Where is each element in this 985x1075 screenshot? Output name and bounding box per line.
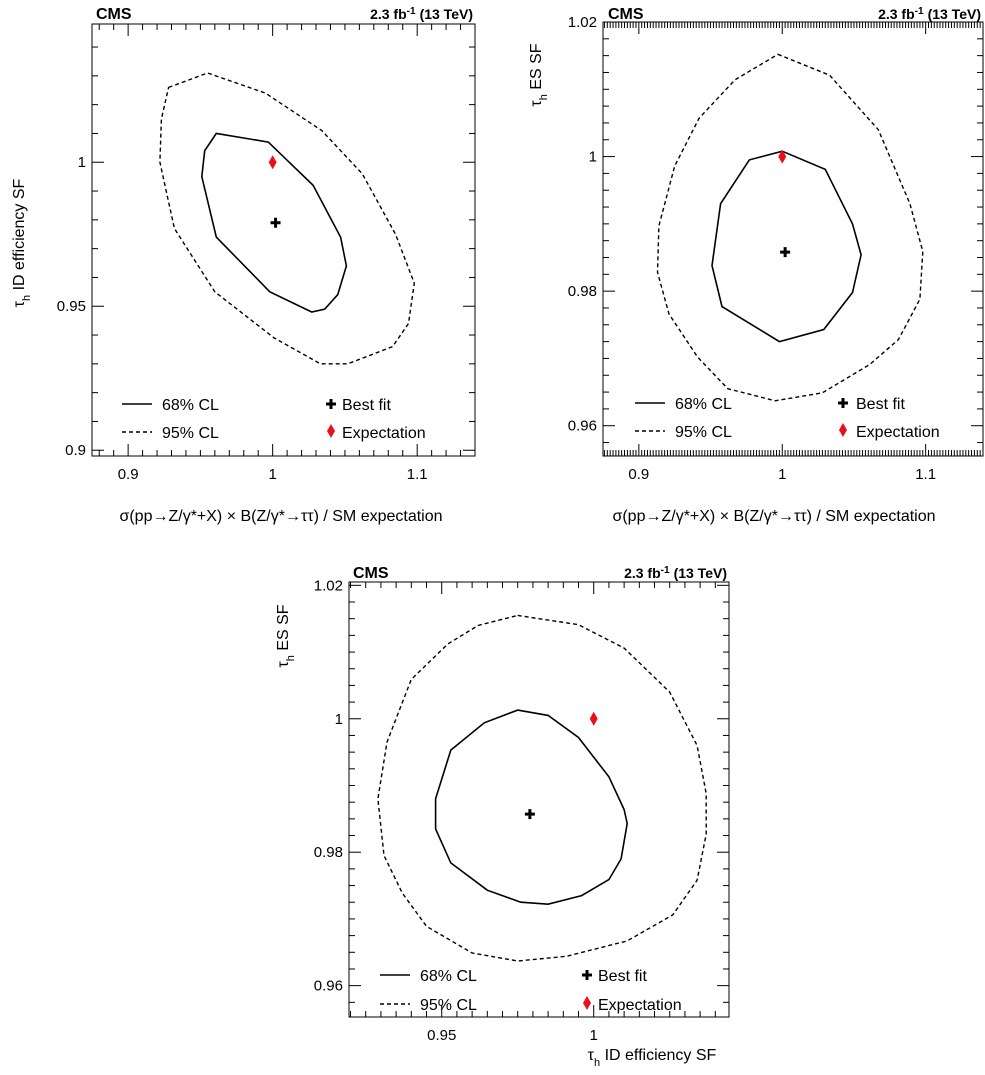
panel-2-x-axis-label: σ(pp→Z/γ*+X) × B(Z/γ*→ττ) / SM expectati… (612, 508, 935, 525)
panel-2-lumi-label: 2.3 fb-1 (13 TeV) (878, 6, 981, 23)
panel-1-frame (91, 23, 476, 457)
panel-2-y-tick-label: 0.96 (568, 418, 597, 435)
panel-3-x-axis-label: τh ID efficiency SF (588, 1047, 717, 1069)
panel-1-plot (159, 72, 416, 365)
panel-2-best-fit-marker (780, 247, 791, 258)
panel-3-legend-exp-label: Expectation (598, 997, 682, 1014)
panel-1-best-fit-marker (270, 217, 281, 228)
panel-2-legend-exp-label: Expectation (856, 424, 940, 441)
panel-1-x-axis-label: σ(pp→Z/γ*+X) × B(Z/γ*→ττ) / SM expectati… (119, 508, 442, 525)
panel-3-y-tick-label: 1 (335, 711, 343, 728)
panel-3: 0.95 1 0.96 0.98 1 1.02 CMS 2.3 fb-1 (13 TeV)… (275, 565, 730, 1069)
panel-2-x-tick-label: 1 (778, 466, 786, 483)
panel-3-plot (377, 614, 707, 962)
panel-2-cms-label: CMS (608, 6, 644, 23)
panel-2-contour-68 (711, 150, 862, 343)
panel-1-cms-label: CMS (96, 6, 132, 23)
panel-1-expectation-marker (268, 155, 277, 170)
panel-3-legend-68-label: 68% CL (420, 968, 477, 985)
panel-3-legend-95-label: 95% CL (420, 997, 477, 1014)
panel-3-lumi-label: 2.3 fb-1 (13 TeV) (624, 565, 727, 582)
panel-2-legend-best-label: Best fit (856, 396, 905, 413)
panel-1-legend-exp-label: Expectation (342, 425, 426, 442)
panel-3-xticks: 0.95 1 (350, 582, 716, 1044)
panel-3-x-tick-label: 0.95 (427, 1027, 456, 1044)
panel-3-contour-95 (377, 614, 707, 962)
panel-2-yticks: 0.96 0.98 1 1.02 (568, 14, 983, 444)
panel-1-contour-68 (200, 132, 348, 313)
panel-3-yticks: 0.96 0.98 1 1.02 (314, 577, 729, 1003)
panel-1-y-tick-label: 0.9 (65, 442, 86, 459)
panel-2-plot (656, 53, 924, 402)
panel-2-legend-95-label: 95% CL (675, 424, 732, 441)
panel-1-y-tick-label: 1 (78, 154, 86, 171)
panel-2-y-tick-label: 1 (589, 149, 597, 166)
panel-1-lumi-label: 2.3 fb-1 (13 TeV) (370, 6, 473, 23)
panel-3-best-fit-marker (524, 809, 535, 820)
panel-3-y-tick-label: 0.98 (314, 844, 343, 861)
panel-3-contour-68 (434, 709, 629, 906)
panel-3-y-tick-label: 0.96 (314, 978, 343, 995)
panel-2-x-tick-label: 1.1 (915, 466, 936, 483)
panel-3-legend-exp-marker (583, 996, 591, 1010)
panel-3-y-tick-label: 1.02 (314, 577, 343, 594)
panel-1-legend: 68% CL 95% CL Best fit Expectation (122, 397, 426, 442)
panel-1-y-tick-label: 0.95 (57, 298, 86, 315)
panel-3-legend-best-marker (582, 970, 592, 980)
panel-2-y-tick-label: 1.02 (568, 14, 597, 31)
panel-2-contour-95 (656, 53, 924, 402)
panel-1-xticks: 0.9 1 1.1 (98, 24, 476, 483)
panel-2: 0.9 1 1.1 0.96 0.98 1 1.02 CMS 2.3 fb-1 (13 Te… (528, 6, 984, 525)
panel-1-yticks: 0.9 0.95 1 (57, 46, 475, 459)
panel-3-legend: 68% CL 95% CL Best fit Expectation (380, 968, 682, 1014)
panel-1-legend-best-label: Best fit (342, 397, 391, 414)
panel-1-legend-best-marker (326, 399, 336, 409)
panel-1-contour-95 (159, 72, 416, 365)
panel-2-xticks: 0.9 1 1.1 (603, 22, 984, 483)
panel-2-x-tick-label: 0.9 (628, 466, 649, 483)
panel-1-legend-95-label: 95% CL (162, 425, 219, 442)
panel-1-legend-exp-marker (327, 424, 335, 438)
panel-1: 0.9 1 1.1 0.9 0.95 1 CMS 2.3 fb-1 (13 TeV) σ(… (11, 6, 476, 525)
panel-1-legend-68-label: 68% CL (162, 397, 219, 414)
panel-3-frame (348, 581, 730, 1018)
panel-2-legend-best-marker (838, 398, 848, 408)
panel-3-legend-best-label: Best fit (598, 968, 647, 985)
panel-2-expectation-marker (778, 149, 787, 164)
panel-2-y-axis-label: τh ES SF (528, 43, 550, 106)
panel-2-frame (602, 21, 984, 457)
panel-1-y-axis-label: τh ID efficiency SF (11, 178, 33, 307)
panel-3-y-axis-label: τh ES SF (275, 604, 297, 667)
panel-1-x-tick-label: 1 (268, 466, 276, 483)
panel-2-y-tick-label: 0.98 (568, 283, 597, 300)
panel-1-x-tick-label: 0.9 (118, 466, 139, 483)
panel-1-x-tick-label: 1.1 (407, 466, 428, 483)
panel-2-legend-68-label: 68% CL (675, 396, 732, 413)
panel-3-cms-label: CMS (353, 565, 389, 582)
panel-2-legend-exp-marker (839, 423, 847, 437)
panel-3-expectation-marker (589, 711, 598, 726)
panel-3-x-tick-label: 1 (590, 1027, 598, 1044)
panel-2-legend: 68% CL 95% CL Best fit Expectation (635, 396, 940, 441)
